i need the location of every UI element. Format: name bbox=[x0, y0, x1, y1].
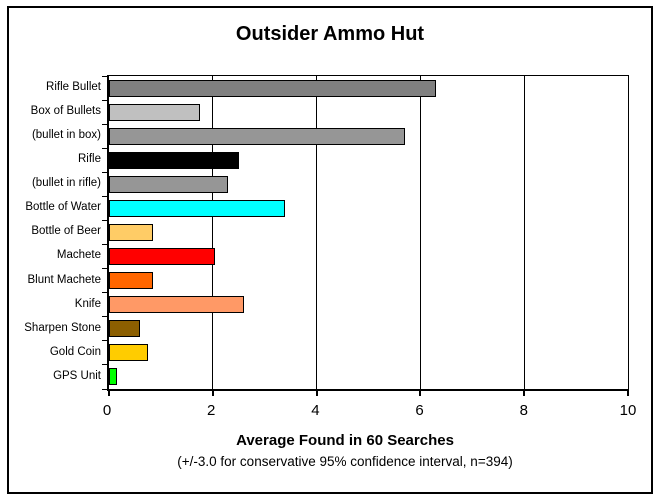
bar-row-9 bbox=[109, 293, 628, 317]
bar-bullet-in-box bbox=[109, 127, 405, 145]
y-axis-tick bbox=[102, 75, 107, 77]
y-axis-tick bbox=[102, 219, 107, 221]
category-axis-labels: Rifle Bullet Box of Bullets (bullet in box… bbox=[9, 75, 101, 388]
bar-bottle-of-water bbox=[109, 199, 286, 217]
bar-row-0 bbox=[109, 76, 628, 100]
category-label-8: Blunt Machete bbox=[27, 273, 101, 286]
gridline-x-2 bbox=[212, 76, 214, 389]
bar-row-8 bbox=[109, 269, 628, 293]
bar-row-11 bbox=[109, 341, 628, 365]
chart-title: Outsider Ammo Hut bbox=[235, 23, 425, 45]
x-axis-title-block: Average Found in 60 Searches (+/-3.0 for… bbox=[39, 432, 651, 469]
y-axis-tick bbox=[102, 99, 107, 101]
bar-row-4 bbox=[109, 172, 628, 196]
plot-area bbox=[102, 75, 629, 396]
x-axis-tick-label-2: 2 bbox=[207, 402, 216, 419]
x-axis-tick-2 bbox=[211, 391, 214, 396]
bar-row-10 bbox=[109, 317, 628, 341]
bar-row-1 bbox=[109, 100, 628, 124]
category-label-9: Knife bbox=[74, 297, 101, 310]
category-label-3: Rifle bbox=[77, 153, 101, 166]
chart-frame: Outsider Ammo Hut Rifle Bullet Box of Bul… bbox=[7, 6, 653, 494]
x-axis-tick-0 bbox=[108, 391, 110, 396]
x-axis-tick-label-8: 8 bbox=[519, 402, 528, 419]
gridline-x-6 bbox=[419, 76, 421, 389]
bar-row-3 bbox=[109, 148, 628, 172]
bar-knife bbox=[109, 296, 244, 314]
x-axis-tick-10 bbox=[627, 391, 629, 396]
x-axis-tick-labels: 0 2 4 6 8 10 bbox=[103, 402, 637, 422]
bar-box-of-bullets bbox=[109, 103, 200, 121]
bar-sharpen-stone bbox=[109, 320, 141, 338]
y-axis-tick bbox=[102, 171, 107, 173]
category-label-12: GPS Unit bbox=[53, 369, 101, 382]
y-axis-tick bbox=[102, 268, 107, 270]
bar-gps-unit bbox=[109, 368, 117, 386]
y-axis-tick bbox=[102, 364, 107, 366]
y-axis-tick bbox=[102, 316, 107, 318]
bar-row-5 bbox=[109, 196, 628, 220]
bar-bottle-of-beer bbox=[109, 223, 154, 241]
category-label-4: (bullet in rifle) bbox=[31, 177, 101, 190]
y-axis-tick bbox=[102, 388, 107, 390]
category-label-7: Machete bbox=[56, 249, 101, 262]
bar-row-6 bbox=[109, 220, 628, 244]
y-axis-tick bbox=[102, 147, 107, 149]
category-label-1: Box of Bullets bbox=[30, 105, 101, 118]
gridline-x-4 bbox=[316, 76, 318, 389]
category-label-10: Sharpen Stone bbox=[24, 321, 101, 334]
x-axis-note: (+/-3.0 for conservative 95% confidence … bbox=[177, 454, 513, 469]
x-axis-title: Average Found in 60 Searches bbox=[236, 432, 454, 449]
x-axis-tick-label-0: 0 bbox=[102, 402, 112, 419]
gridline-x-8 bbox=[523, 76, 525, 389]
bar-bullet-in-rifle bbox=[109, 175, 229, 193]
x-axis-tick-4 bbox=[315, 391, 318, 396]
y-axis-tick bbox=[102, 123, 107, 125]
y-axis-tick bbox=[102, 340, 107, 342]
x-axis-tick-label-10: 10 bbox=[619, 402, 637, 419]
bar-rifle bbox=[109, 151, 239, 169]
bar-machete bbox=[109, 247, 216, 265]
y-axis-tick bbox=[102, 292, 107, 294]
category-label-5: Bottle of Water bbox=[25, 201, 101, 214]
x-axis-tick-label-4: 4 bbox=[311, 402, 320, 419]
category-label-2: (bullet in box) bbox=[31, 129, 101, 142]
y-axis-tick bbox=[102, 195, 107, 197]
x-axis-tick-label-6: 6 bbox=[415, 402, 424, 419]
bar-row-12 bbox=[109, 365, 628, 389]
x-axis-tick-6 bbox=[419, 391, 422, 396]
bar-row-7 bbox=[109, 244, 628, 268]
bar-gold-coin bbox=[109, 344, 148, 362]
category-label-11: Gold Coin bbox=[49, 345, 101, 358]
category-label-0: Rifle Bullet bbox=[46, 81, 101, 94]
bar-blunt-machete bbox=[109, 272, 154, 290]
x-axis-tick-8 bbox=[523, 391, 526, 396]
bar-rifle-bullet bbox=[109, 79, 436, 97]
y-axis-tick bbox=[102, 244, 107, 246]
bar-row-2 bbox=[109, 124, 628, 148]
category-label-6: Bottle of Beer bbox=[31, 225, 101, 238]
